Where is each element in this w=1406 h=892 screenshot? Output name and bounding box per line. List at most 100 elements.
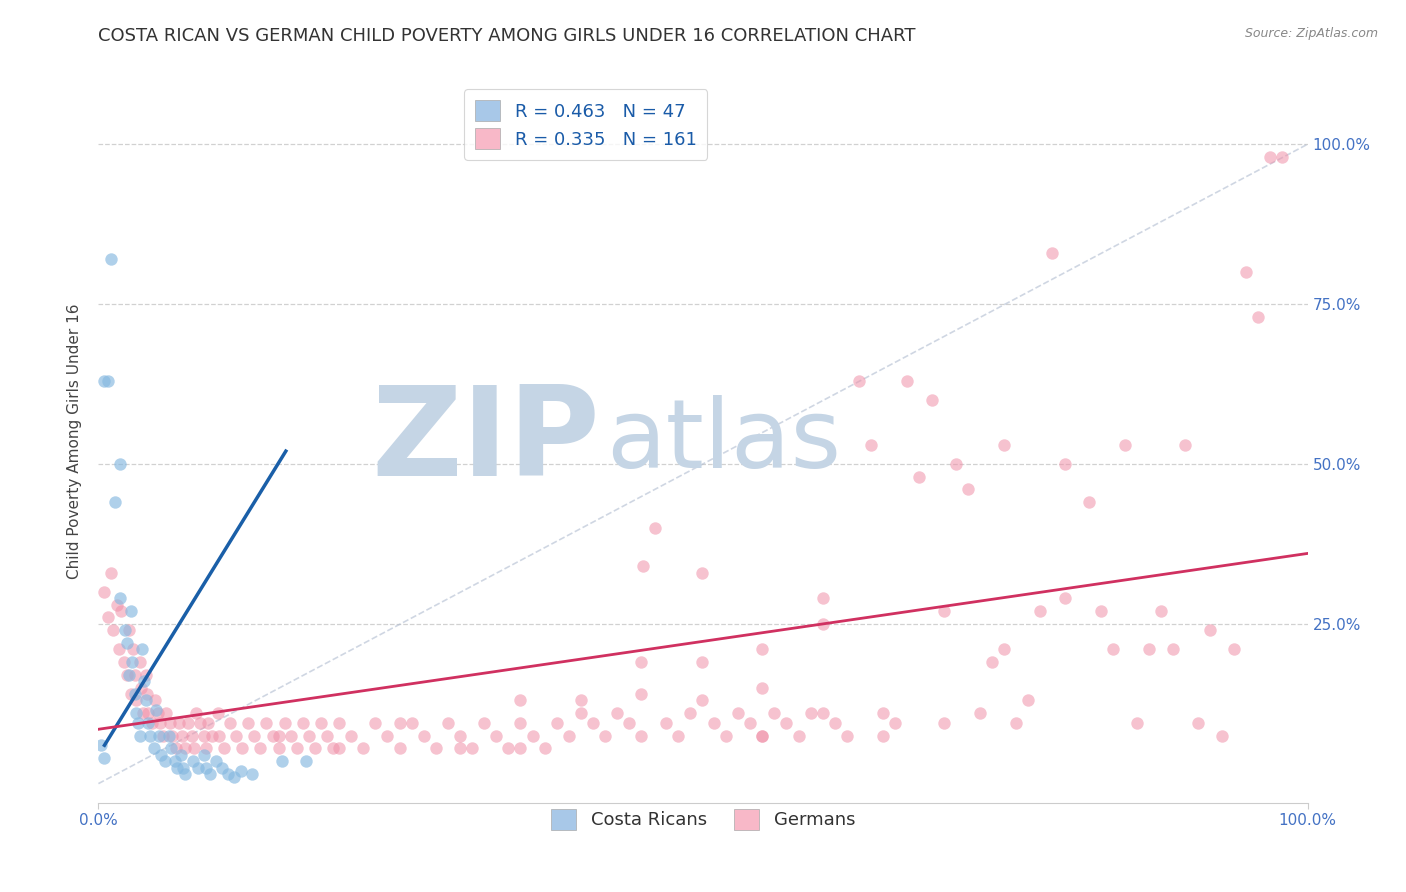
Point: [412, 729, 434, 743]
Point: [498, 741, 520, 756]
Point: [193, 747, 215, 762]
Point: [135, 668, 157, 682]
Point: [316, 729, 339, 743]
Point: [751, 729, 773, 743]
Point: [751, 642, 773, 657]
Point: [309, 715, 332, 730]
Point: [229, 764, 252, 778]
Point: [117, 668, 139, 682]
Point: [285, 741, 308, 756]
Point: [509, 741, 531, 756]
Point: [181, 754, 204, 768]
Point: [110, 604, 132, 618]
Point: [352, 741, 374, 756]
Point: [509, 693, 531, 707]
Point: [136, 715, 159, 730]
Point: [472, 715, 495, 730]
Text: ZIP: ZIP: [371, 381, 600, 502]
Point: [160, 741, 183, 756]
Point: [328, 741, 350, 756]
Point: [703, 715, 725, 730]
Point: [169, 715, 191, 730]
Point: [485, 729, 508, 743]
Text: COSTA RICAN VS GERMAN CHILD POVERTY AMONG GIRLS UNDER 16 CORRELATION CHART: COSTA RICAN VS GERMAN CHILD POVERTY AMON…: [98, 27, 915, 45]
Point: [125, 693, 148, 707]
Text: atlas: atlas: [606, 395, 841, 488]
Point: [174, 767, 197, 781]
Point: [690, 655, 713, 669]
Point: [134, 674, 156, 689]
Point: [872, 729, 894, 743]
Point: [273, 715, 295, 730]
Point: [437, 715, 460, 730]
Point: [121, 655, 143, 669]
Point: [243, 729, 266, 743]
Point: [118, 668, 141, 682]
Point: [1163, 642, 1185, 657]
Point: [630, 687, 652, 701]
Point: [198, 767, 221, 781]
Point: [1271, 150, 1294, 164]
Point: [1114, 438, 1136, 452]
Point: [690, 566, 713, 580]
Point: [219, 715, 242, 730]
Point: [1102, 642, 1125, 657]
Point: [714, 729, 737, 743]
Point: [155, 706, 177, 721]
Point: [1247, 310, 1270, 324]
Point: [921, 392, 943, 407]
Point: [129, 681, 152, 695]
Point: [582, 715, 605, 730]
Point: [152, 729, 174, 743]
Point: [170, 729, 193, 743]
Point: [644, 521, 666, 535]
Point: [148, 729, 170, 743]
Text: Source: ZipAtlas.com: Source: ZipAtlas.com: [1244, 27, 1378, 40]
Point: [679, 706, 702, 721]
Point: [364, 715, 387, 730]
Point: [157, 729, 180, 743]
Point: [932, 604, 955, 618]
Point: [132, 706, 155, 721]
Point: [787, 729, 810, 743]
Point: [1029, 604, 1052, 618]
Point: [150, 747, 173, 762]
Point: [449, 729, 471, 743]
Point: [1258, 150, 1281, 164]
Point: [125, 706, 148, 721]
Point: [619, 715, 641, 730]
Point: [860, 438, 883, 452]
Point: [97, 610, 120, 624]
Point: [298, 729, 321, 743]
Point: [267, 729, 290, 743]
Point: [1211, 729, 1233, 743]
Point: [509, 715, 531, 730]
Point: [1137, 642, 1160, 657]
Point: [1198, 623, 1220, 637]
Point: [295, 754, 318, 768]
Point: [101, 623, 124, 637]
Point: [993, 642, 1015, 657]
Point: [1223, 642, 1246, 657]
Point: [139, 729, 162, 743]
Point: [124, 668, 146, 682]
Point: [131, 642, 153, 657]
Point: [112, 655, 135, 669]
Point: [145, 703, 167, 717]
Point: [800, 706, 823, 721]
Point: [166, 761, 188, 775]
Point: [195, 741, 218, 756]
Point: [141, 715, 163, 730]
Point: [388, 715, 411, 730]
Point: [1077, 495, 1099, 509]
Point: [291, 715, 314, 730]
Point: [267, 741, 290, 756]
Point: [280, 729, 302, 743]
Y-axis label: Child Poverty Among Girls Under 16: Child Poverty Among Girls Under 16: [67, 304, 83, 579]
Point: [981, 655, 1004, 669]
Point: [143, 693, 166, 707]
Point: [1174, 438, 1197, 452]
Point: [304, 741, 326, 756]
Point: [569, 693, 592, 707]
Point: [100, 566, 122, 580]
